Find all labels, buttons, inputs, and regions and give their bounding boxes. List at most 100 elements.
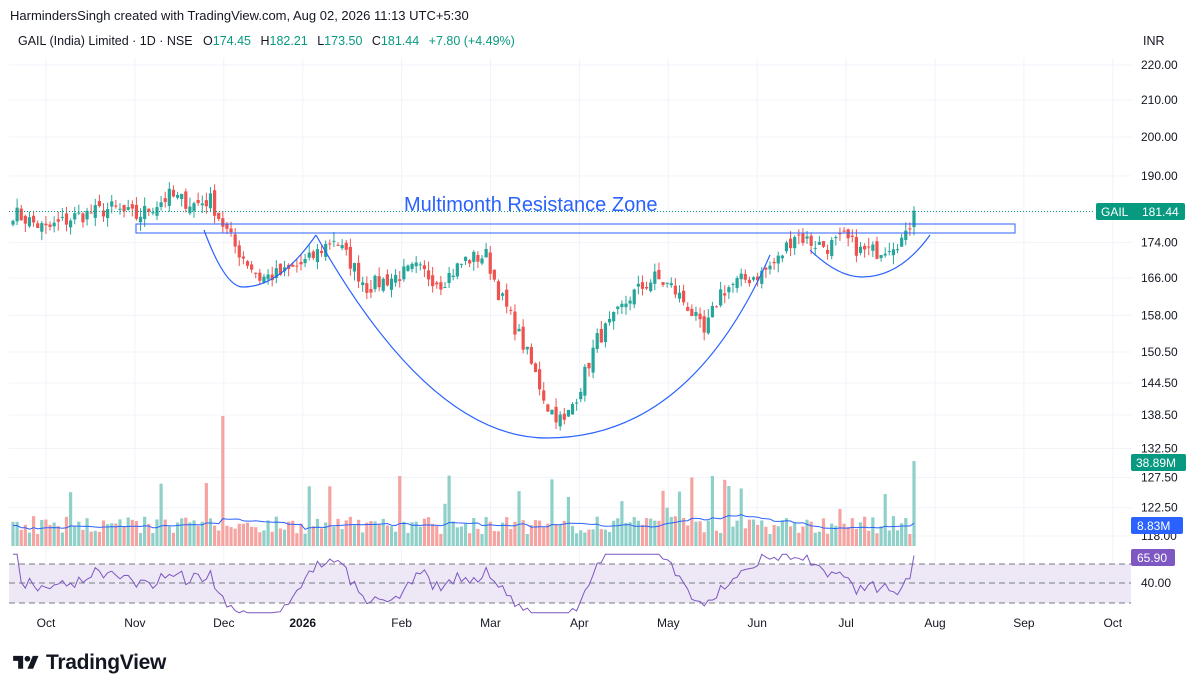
- candle: [653, 263, 657, 291]
- volume-bar: [31, 516, 36, 546]
- candle: [612, 311, 616, 330]
- volume-bar: [118, 519, 122, 546]
- tradingview-logo[interactable]: TradingView: [12, 651, 166, 675]
- volume-bar: [324, 522, 328, 546]
- volume-bar: [73, 526, 77, 546]
- resistance-zone-box[interactable]: [135, 223, 1016, 234]
- volume-bar: [706, 520, 710, 546]
- candle: [698, 307, 702, 328]
- volume-bar: [85, 518, 89, 546]
- price-tick-label: 144.50: [1141, 376, 1178, 390]
- volume-bar: [628, 522, 632, 546]
- candle: [159, 195, 163, 211]
- candle: [826, 244, 830, 260]
- volume-bar: [287, 521, 291, 546]
- candle: [472, 250, 476, 271]
- volume-bar: [208, 518, 213, 546]
- candle: [484, 243, 488, 258]
- volume-tag: 38.89M: [1131, 454, 1186, 471]
- candle: [587, 362, 591, 377]
- volume-bar: [538, 520, 542, 546]
- volume-bar: [151, 533, 155, 546]
- candle: [533, 362, 538, 373]
- volume-bar: [258, 532, 262, 546]
- volume-bar: [167, 526, 171, 546]
- volume-bar: [196, 525, 200, 546]
- candle: [459, 263, 464, 269]
- volume-bar: [126, 517, 130, 546]
- volume-bar: [513, 521, 517, 546]
- candle: [496, 279, 501, 301]
- volume-bar: [570, 525, 575, 546]
- volume-bar: [821, 518, 826, 546]
- volume-bar: [11, 521, 15, 546]
- volume-bar: [895, 530, 900, 546]
- price-tick-label: 122.50: [1141, 501, 1178, 515]
- candle: [579, 387, 583, 403]
- volume-bar: [620, 501, 624, 546]
- candle: [521, 319, 525, 354]
- candle: [143, 197, 147, 227]
- candle: [731, 282, 735, 293]
- candle: [147, 208, 151, 216]
- volume-bar: [377, 524, 381, 546]
- cup-curve-main[interactable]: [315, 234, 771, 439]
- candle: [838, 227, 842, 242]
- volume-bar: [373, 521, 377, 546]
- volume-bar: [649, 518, 653, 546]
- annotation-text[interactable]: Multimonth Resistance Zone: [404, 194, 657, 216]
- candle: [348, 238, 352, 276]
- candle: [208, 186, 213, 212]
- volume-bar: [797, 532, 801, 546]
- candle: [114, 199, 118, 209]
- volume-bar: [723, 479, 727, 546]
- candle: [764, 266, 768, 278]
- candle: [151, 207, 155, 216]
- candle: [690, 304, 694, 317]
- volume-bar: [542, 527, 546, 546]
- candle: [126, 199, 130, 211]
- currency-label[interactable]: INR: [1143, 34, 1165, 48]
- price-tick-label: 190.00: [1141, 169, 1178, 183]
- candle: [850, 229, 854, 243]
- candle: [694, 306, 698, 321]
- volume-bar: [344, 520, 348, 546]
- volume-bar: [221, 416, 225, 546]
- candles[interactable]: [11, 182, 916, 431]
- volume-bar: [809, 521, 813, 546]
- candle: [73, 206, 77, 225]
- volume-bar: [546, 523, 550, 546]
- volume-bar: [36, 533, 40, 546]
- svg-text:38.89M: 38.89M: [1136, 456, 1176, 470]
- volume-bar: [23, 524, 27, 546]
- candle: [52, 216, 56, 233]
- candle: [422, 260, 427, 278]
- volume-bar: [426, 517, 431, 546]
- volume-bar: [780, 520, 784, 546]
- price-axis[interactable]: 220.00 210.00 200.00 190.00 174.00 166.00 158.…: [1141, 58, 1178, 543]
- time-axis[interactable]: Oct Nov Dec 2026 Feb Mar Apr May Jun Jul Aug Sep Oct: [37, 616, 1123, 630]
- candle: [538, 361, 542, 396]
- candle: [167, 182, 171, 212]
- candle: [188, 197, 192, 216]
- candle: [904, 222, 908, 246]
- volume-bar: [702, 532, 706, 546]
- candle: [735, 275, 739, 293]
- candle: [307, 243, 311, 261]
- volume-bar: [505, 517, 509, 546]
- candle: [756, 272, 760, 287]
- cup-curve-right[interactable]: [809, 234, 931, 278]
- volume-bar: [274, 516, 278, 546]
- candle: [138, 208, 143, 231]
- candle: [480, 254, 484, 266]
- volume-bar: [282, 529, 287, 546]
- symbol-legend[interactable]: GAIL (India) Limited · 1D · NSE O174.45 …: [18, 34, 521, 48]
- candle: [891, 242, 896, 265]
- candle: [632, 288, 636, 309]
- candle: [266, 269, 270, 285]
- volume-bar: [348, 516, 352, 546]
- cup-curve-left[interactable]: [203, 229, 317, 288]
- volume-bar: [719, 533, 723, 546]
- time-tick-label: Nov: [124, 616, 145, 630]
